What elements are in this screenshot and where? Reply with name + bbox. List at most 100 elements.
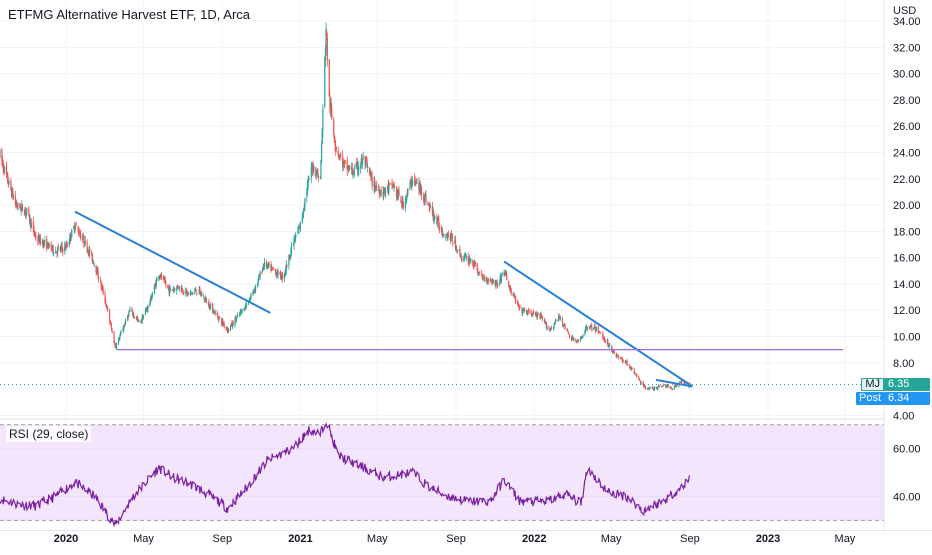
candle-body (620, 357, 622, 359)
candle-body (299, 227, 301, 228)
candle-body (463, 258, 465, 261)
candle-body (149, 296, 152, 303)
candle-body (573, 338, 575, 342)
candle-body (12, 197, 15, 199)
candle-body (221, 320, 223, 324)
candle-body (478, 272, 480, 275)
candle-body (146, 309, 148, 310)
candle-body (289, 256, 291, 259)
candle-body (454, 240, 456, 244)
candle-body (571, 338, 573, 340)
candle-body (150, 296, 152, 300)
candle-body (434, 217, 436, 219)
candle-body (303, 209, 305, 214)
candle-body (190, 291, 192, 293)
candle-body (420, 187, 422, 191)
candle-body (603, 338, 605, 341)
candle-body (508, 285, 510, 288)
candle-body (73, 225, 75, 231)
rsi-tick-label: 40.00 (893, 492, 921, 504)
candle-body (636, 373, 638, 377)
candle-body (102, 288, 104, 295)
candle-body (355, 164, 357, 169)
candle-body (428, 203, 430, 207)
rsi-line (0, 421, 690, 528)
candle-body (606, 340, 608, 343)
candle-body (47, 243, 49, 249)
candle-body (82, 236, 84, 239)
candle-body (625, 361, 627, 364)
candle-body (160, 274, 162, 277)
time-tick-label: Sep (680, 533, 700, 545)
candle-body (258, 275, 260, 280)
candle-body (83, 235, 85, 244)
candle-body (491, 279, 493, 283)
candle-body (17, 202, 19, 207)
candle-body (652, 387, 654, 388)
candle-body (138, 320, 140, 322)
candle-body (356, 161, 359, 171)
candle-body (192, 292, 194, 295)
candle-body (227, 328, 229, 333)
candle-body (266, 265, 268, 268)
candle-body (577, 341, 580, 342)
candle-body (338, 154, 341, 156)
candle-body (644, 385, 646, 388)
candle-body (28, 208, 30, 214)
candle-body (431, 206, 433, 216)
candle-body (402, 200, 404, 205)
candle-body (522, 311, 524, 314)
candle-body (230, 323, 232, 327)
candle-body (178, 288, 180, 290)
candle-body (413, 179, 416, 181)
candle-body (205, 298, 207, 300)
candle-body (59, 248, 61, 250)
candle-body (207, 302, 209, 304)
candle-body (288, 254, 291, 259)
candle-body (514, 296, 516, 300)
candle-body (584, 327, 587, 333)
candle-body (25, 211, 27, 215)
candle-body (517, 302, 519, 305)
candle-body (91, 252, 93, 254)
candle-body (398, 190, 400, 196)
candle-body (492, 281, 494, 284)
candle-body (427, 203, 430, 205)
candle-body (483, 276, 485, 278)
candle-body (26, 207, 28, 211)
candle-body (661, 386, 663, 388)
candle-body (545, 322, 547, 324)
candle-body (176, 285, 179, 287)
candle-body (82, 237, 84, 240)
candle-body (16, 203, 18, 207)
candle-body (376, 186, 378, 188)
candle-body (11, 189, 13, 196)
candle-body (406, 194, 408, 200)
candle-body (590, 325, 592, 327)
candle-body (240, 310, 242, 312)
candle-body (482, 276, 484, 279)
candle-body (155, 283, 157, 287)
trendline-1 (74, 210, 271, 314)
candle-body (320, 160, 322, 179)
candle-body (459, 254, 462, 256)
candle-body (55, 251, 57, 253)
candle-body (346, 160, 348, 170)
candle-body (652, 387, 654, 391)
candle-body (528, 309, 530, 312)
candle-body (159, 277, 161, 278)
candle-body (536, 313, 539, 318)
candle-body (679, 381, 681, 383)
candle-body (582, 334, 584, 337)
candle-body (516, 302, 519, 304)
candle-body (334, 140, 336, 146)
candle-body (78, 230, 80, 235)
candle-body (351, 167, 353, 170)
candle-body (169, 288, 171, 290)
price-tick-label: 10.00 (893, 332, 921, 344)
candle-body (222, 320, 224, 325)
candle-body (325, 29, 327, 51)
candle-body (586, 328, 589, 330)
candle-body (639, 381, 642, 384)
